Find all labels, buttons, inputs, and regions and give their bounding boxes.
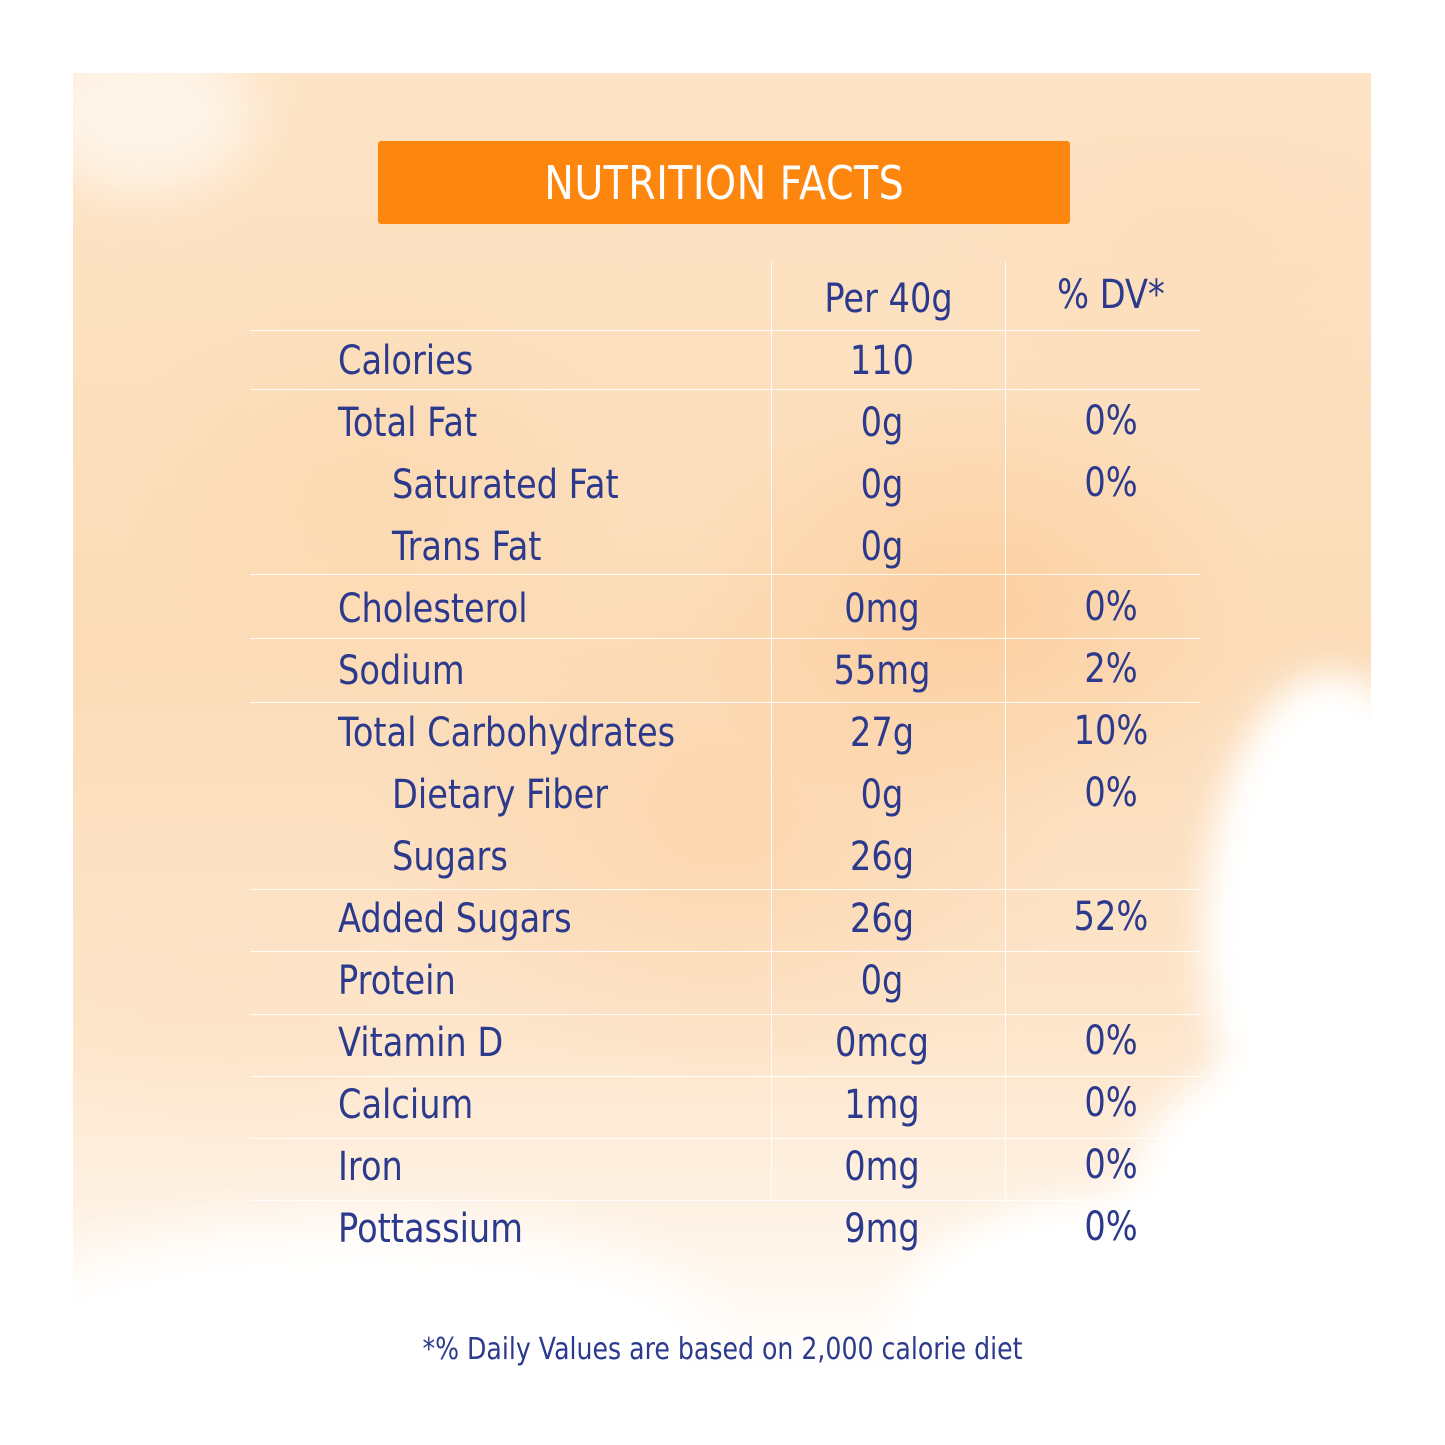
row-divider xyxy=(250,951,1200,952)
row-divider xyxy=(250,574,1200,575)
row-amount: 0mg xyxy=(844,1144,920,1190)
row-divider xyxy=(250,702,1200,703)
row-label: Dietary Fiber xyxy=(392,772,609,818)
column-header-per: Per 40g xyxy=(824,276,953,322)
row-amount: 0g xyxy=(860,462,904,508)
title-banner: NUTRITION FACTS xyxy=(378,141,1070,224)
row-label: Calories xyxy=(338,338,474,384)
row-dv: 0% xyxy=(1084,1204,1138,1250)
row-amount: 1mg xyxy=(844,1082,920,1128)
row-dv: 0% xyxy=(1084,1018,1138,1064)
row-amount: 27g xyxy=(849,710,915,756)
row-label: Calcium xyxy=(338,1082,474,1128)
watercolor-background xyxy=(73,73,1371,1371)
row-amount: 0mg xyxy=(844,586,920,632)
row-label: Sugars xyxy=(392,834,508,880)
row-amount: 26g xyxy=(849,896,915,942)
row-label: Total Carbohydrates xyxy=(338,710,676,756)
column-divider xyxy=(1005,262,1006,1202)
row-amount: 55mg xyxy=(833,648,931,694)
row-dv: 2% xyxy=(1084,646,1138,692)
row-amount: 0g xyxy=(860,772,904,818)
row-label: Added Sugars xyxy=(338,896,572,942)
row-amount: 110 xyxy=(849,338,915,384)
row-label: Cholesterol xyxy=(338,586,528,632)
row-label: Iron xyxy=(338,1144,403,1190)
row-dv: 0% xyxy=(1084,460,1138,506)
row-divider xyxy=(250,638,1200,639)
row-label: Sodium xyxy=(338,648,465,694)
row-divider xyxy=(250,330,1200,331)
row-dv: 0% xyxy=(1084,1080,1138,1126)
row-divider xyxy=(250,1014,1200,1015)
row-dv: 52% xyxy=(1073,894,1149,940)
row-label: Total Fat xyxy=(338,400,478,446)
column-header-dv: % DV* xyxy=(1057,272,1165,318)
footnote: *% Daily Values are based on 2,000 calor… xyxy=(422,1332,1023,1367)
row-amount: 26g xyxy=(849,834,915,880)
row-label: Vitamin D xyxy=(338,1020,504,1066)
row-divider xyxy=(250,1076,1200,1077)
row-label: Protein xyxy=(338,958,456,1004)
column-divider xyxy=(771,262,772,1202)
row-amount: 0g xyxy=(860,400,904,446)
row-amount: 0mcg xyxy=(835,1020,929,1066)
row-amount: 0g xyxy=(860,524,904,570)
row-dv: 0% xyxy=(1084,1142,1138,1188)
row-label: Pottassium xyxy=(338,1206,523,1252)
row-dv: 0% xyxy=(1084,770,1138,816)
row-dv: 0% xyxy=(1084,398,1138,444)
row-amount: 0g xyxy=(860,958,904,1004)
row-label: Saturated Fat xyxy=(392,462,619,508)
row-divider xyxy=(250,1200,1200,1201)
row-divider xyxy=(250,889,1200,890)
row-divider xyxy=(250,389,1200,390)
row-dv: 10% xyxy=(1073,708,1149,754)
row-label: Trans Fat xyxy=(392,524,542,570)
row-dv: 0% xyxy=(1084,584,1138,630)
row-amount: 9mg xyxy=(844,1206,920,1252)
row-divider xyxy=(250,1138,1200,1139)
page-title: NUTRITION FACTS xyxy=(544,155,904,210)
